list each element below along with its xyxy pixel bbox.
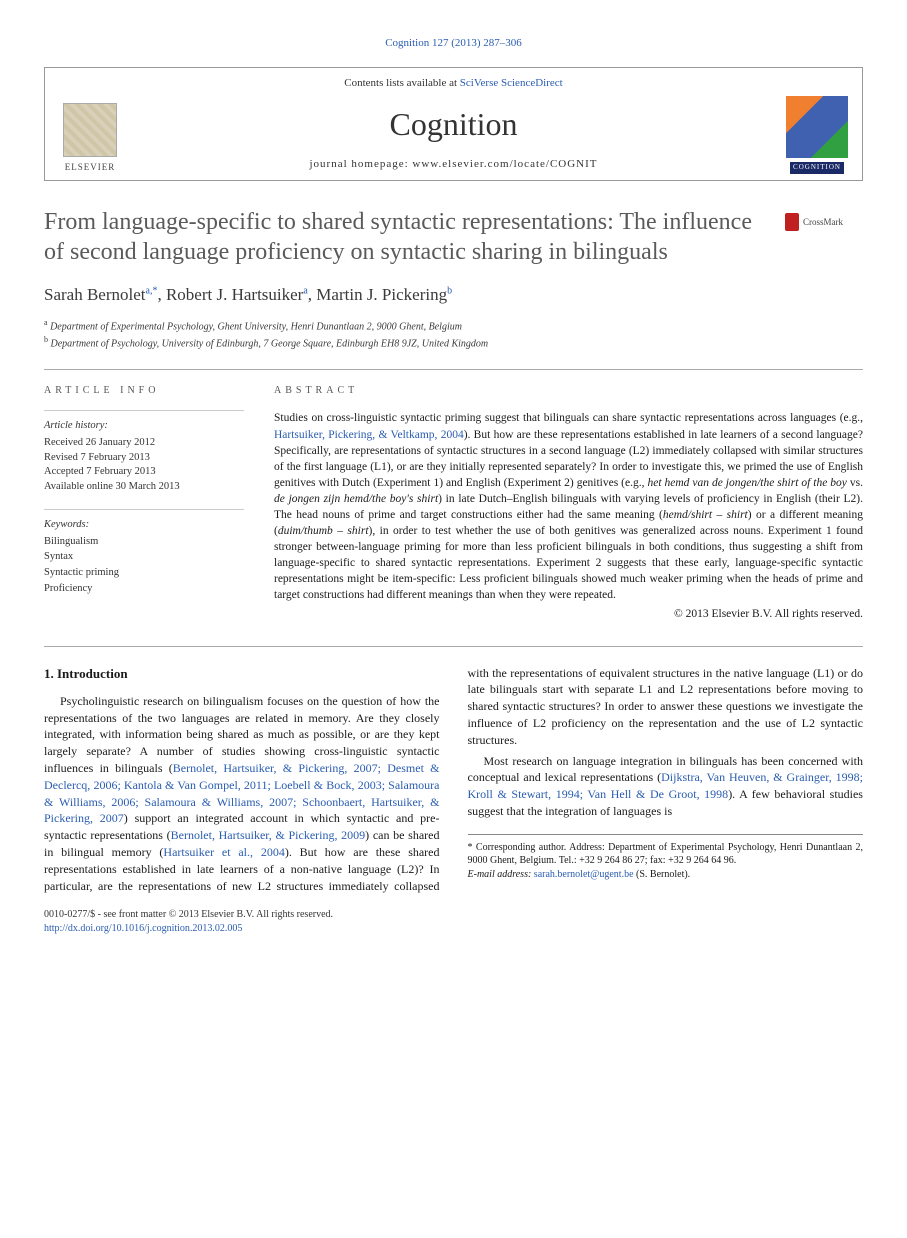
- abstract-italic: de jongen zijn hemd/the boy's shirt: [274, 493, 438, 505]
- article-info-heading: article info: [44, 384, 244, 398]
- abstract-frag: vs.: [847, 477, 863, 489]
- contents-line: Contents lists available at SciVerse Sci…: [344, 76, 562, 91]
- abstract-heading: abstract: [274, 384, 863, 398]
- body-columns: 1. Introduction Psycholinguistic researc…: [44, 665, 863, 895]
- keyword: Syntax: [44, 550, 244, 565]
- body-ref-link[interactable]: Hartsuiker et al., 2004: [163, 845, 284, 859]
- page-footer: 0010-0277/$ - see front matter © 2013 El…: [44, 908, 863, 936]
- cognition-cover-icon: [786, 96, 848, 158]
- email-who: (S. Bernolet).: [634, 869, 691, 880]
- page: Cognition 127 (2013) 287–306 ELSEVIER Co…: [0, 0, 907, 966]
- abstract-ref-link[interactable]: Hartsuiker, Pickering, & Veltkamp, 2004: [274, 429, 464, 441]
- info-abstract-row: article info Article history: Received 2…: [44, 369, 863, 621]
- journal-name: Cognition: [389, 102, 517, 147]
- corresponding-author-footnote: * Corresponding author. Address: Departm…: [468, 834, 864, 882]
- footnote-email-line: E-mail address: sarah.bernolet@ugent.be …: [468, 868, 864, 882]
- authors-line: Sarah Bernoleta,*, Robert J. Hartsuikera…: [44, 283, 863, 307]
- crossmark-label: CrossMark: [803, 216, 843, 229]
- crossmark-badge[interactable]: CrossMark: [785, 207, 863, 231]
- history-online: Available online 30 March 2013: [44, 480, 244, 495]
- contents-prefix: Contents lists available at: [344, 77, 459, 89]
- keyword: Bilingualism: [44, 535, 244, 550]
- author-2: Robert J. Hartsuiker: [166, 285, 303, 304]
- sciverse-link[interactable]: SciVerse ScienceDirect: [460, 77, 563, 89]
- article-title: From language-specific to shared syntact…: [44, 207, 785, 267]
- author-1-aff: a,*: [146, 285, 158, 296]
- front-matter-line: 0010-0277/$ - see front matter © 2013 El…: [44, 908, 333, 922]
- elsevier-logo-cell: ELSEVIER: [45, 68, 135, 180]
- abstract-copyright: © 2013 Elsevier B.V. All rights reserved…: [274, 606, 863, 622]
- header-middle: Contents lists available at SciVerse Sci…: [135, 68, 772, 180]
- aff-a-text: Department of Experimental Psychology, G…: [48, 321, 462, 332]
- article-history-block: Article history: Received 26 January 201…: [44, 410, 244, 494]
- title-row: From language-specific to shared syntact…: [44, 207, 863, 267]
- keyword: Proficiency: [44, 582, 244, 597]
- citation-line: Cognition 127 (2013) 287–306: [44, 36, 863, 51]
- author-sep: ,: [157, 285, 166, 304]
- footer-left: 0010-0277/$ - see front matter © 2013 El…: [44, 908, 333, 936]
- cognition-label: COGNITION: [790, 162, 844, 174]
- homepage-prefix: journal homepage:: [310, 158, 413, 170]
- email-label: E-mail address:: [468, 869, 534, 880]
- footnote-address: * Corresponding author. Address: Departm…: [468, 841, 864, 868]
- intro-heading: 1. Introduction: [44, 665, 440, 683]
- email-link[interactable]: sarah.bernolet@ugent.be: [534, 869, 634, 880]
- body-ref-link[interactable]: Bernolet, Hartsuiker, & Pickering, 2009: [171, 828, 366, 842]
- history-label: Article history:: [44, 419, 244, 434]
- keyword: Syntactic priming: [44, 566, 244, 581]
- elsevier-label: ELSEVIER: [65, 161, 116, 174]
- cognition-cover-cell: COGNITION: [772, 68, 862, 180]
- abstract-italic: duim/thumb – shirt: [278, 525, 369, 537]
- affiliations: a Department of Experimental Psychology,…: [44, 317, 863, 352]
- history-accepted: Accepted 7 February 2013: [44, 465, 244, 480]
- keywords-block: Keywords: Bilingualism Syntax Syntactic …: [44, 509, 244, 596]
- abstract-column: abstract Studies on cross-linguistic syn…: [274, 384, 863, 621]
- article-info-column: article info Article history: Received 2…: [44, 384, 244, 621]
- history-received: Received 26 January 2012: [44, 436, 244, 451]
- homepage-url: www.elsevier.com/locate/COGNIT: [412, 158, 597, 170]
- abstract-italic: het hemd van de jongen/the shirt of the …: [647, 477, 846, 489]
- aff-b-text: Department of Psychology, University of …: [48, 338, 488, 349]
- author-3: Martin J. Pickering: [316, 285, 447, 304]
- abstract-italic: hemd/shirt – shirt: [663, 509, 748, 521]
- abstract-text: Studies on cross-linguistic syntactic pr…: [274, 410, 863, 603]
- doi-link[interactable]: http://dx.doi.org/10.1016/j.cognition.20…: [44, 923, 242, 934]
- author-1: Sarah Bernolet: [44, 285, 146, 304]
- author-3-aff: b: [447, 285, 452, 296]
- section-divider: [44, 646, 863, 647]
- affiliation-a: a Department of Experimental Psychology,…: [44, 317, 863, 334]
- keywords-label: Keywords:: [44, 518, 244, 533]
- homepage-line: journal homepage: www.elsevier.com/locat…: [310, 157, 598, 172]
- affiliation-b: b Department of Psychology, University o…: [44, 334, 863, 351]
- abstract-frag: Studies on cross-linguistic syntactic pr…: [274, 412, 863, 424]
- intro-p2: Most research on language integration in…: [468, 753, 864, 820]
- journal-header: ELSEVIER Contents lists available at Sci…: [44, 67, 863, 181]
- history-revised: Revised 7 February 2013: [44, 451, 244, 466]
- crossmark-icon: [785, 213, 799, 231]
- elsevier-tree-icon: [63, 103, 117, 157]
